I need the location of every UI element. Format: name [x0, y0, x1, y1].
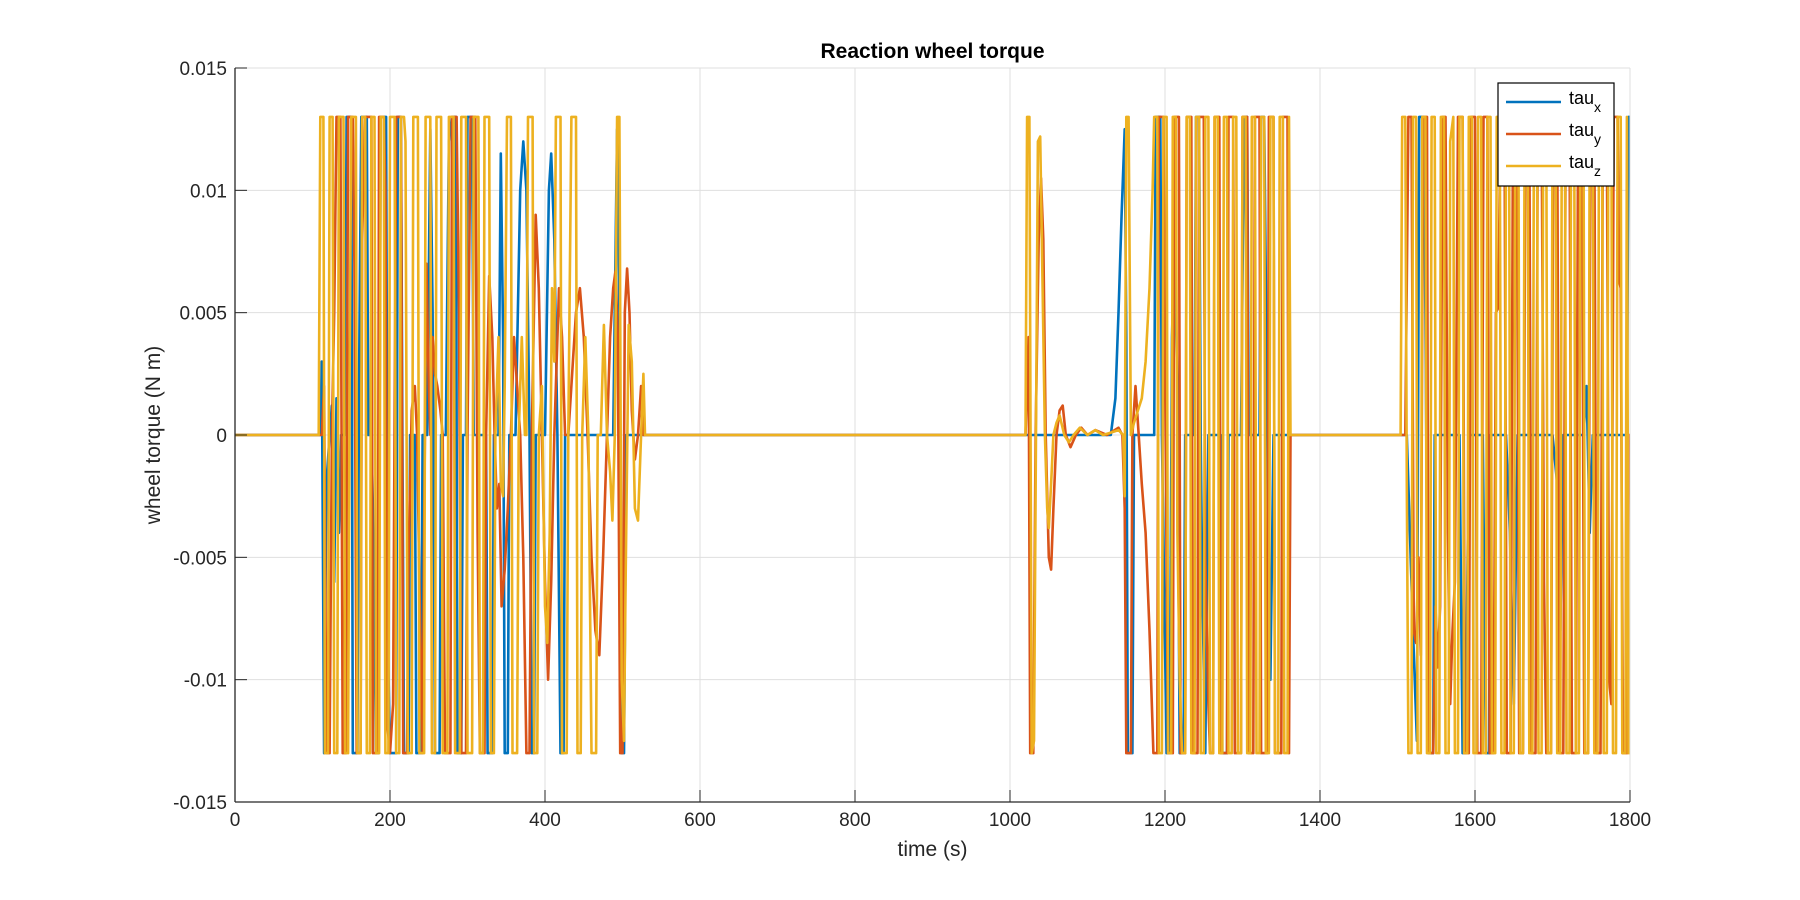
legend-label-base: tau — [1569, 152, 1594, 172]
y-tick-label: 0.015 — [179, 59, 227, 80]
legend-label-subscript: y — [1594, 131, 1601, 147]
x-axis-label: time (s) — [898, 838, 968, 861]
chart-title: Reaction wheel torque — [820, 40, 1044, 63]
x-tick-label: 400 — [529, 810, 561, 831]
x-tick-label: 1600 — [1454, 810, 1496, 831]
x-tick-label: 1200 — [1144, 810, 1186, 831]
y-tick-label: -0.015 — [173, 793, 227, 814]
y-tick-label: 0.005 — [179, 304, 227, 325]
x-tick-label: 0 — [230, 810, 241, 831]
y-tick-label: -0.01 — [184, 671, 227, 692]
y-tick-label: -0.005 — [173, 548, 227, 569]
legend-item-tau-y: tauy — [1506, 120, 1601, 147]
y-axis-ticks: -0.015 -0.01 -0.005 0 0.005 0.01 0.015 — [173, 59, 247, 814]
legend-label-base: tau — [1569, 88, 1594, 108]
y-tick-label: 0.01 — [190, 181, 227, 202]
x-tick-label: 800 — [839, 810, 871, 831]
legend-item-tau-z: tauz — [1506, 152, 1601, 179]
x-tick-label: 1800 — [1609, 810, 1651, 831]
legend-label: taux — [1569, 88, 1601, 115]
legend-label-subscript: z — [1594, 163, 1601, 179]
x-tick-label: 600 — [684, 810, 716, 831]
x-tick-label: 200 — [374, 810, 406, 831]
legend-label-subscript: x — [1594, 99, 1601, 115]
y-axis-label: wheel torque (N m) — [142, 346, 165, 526]
y-tick-label: 0 — [216, 426, 227, 447]
x-tick-label: 1000 — [989, 810, 1031, 831]
legend-label: tauy — [1569, 120, 1601, 147]
x-axis-ticks: 0 200 400 600 800 1000 1200 1400 1600 1800 — [230, 790, 1651, 831]
legend-label: tauz — [1569, 152, 1601, 179]
legend-item-tau-x: taux — [1506, 88, 1601, 115]
x-tick-label: 1400 — [1299, 810, 1341, 831]
legend-label-base: tau — [1569, 120, 1594, 140]
